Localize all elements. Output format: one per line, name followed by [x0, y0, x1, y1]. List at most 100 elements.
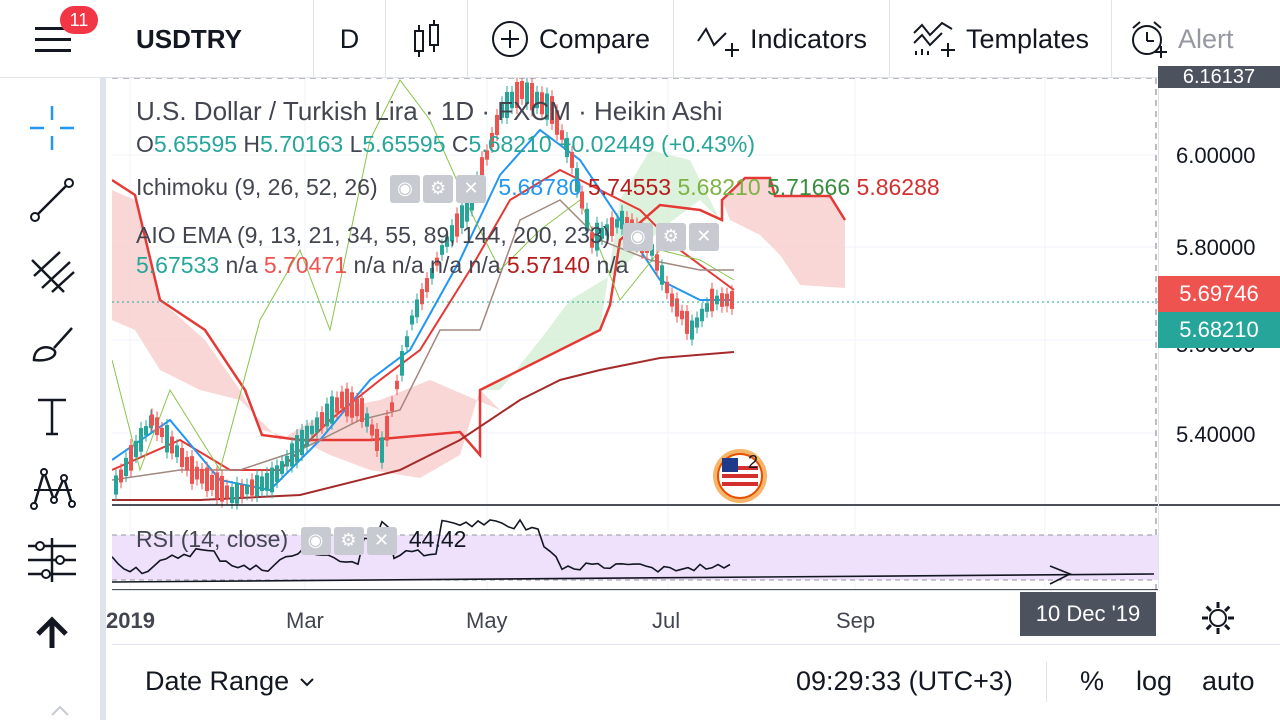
candle-body — [225, 485, 229, 499]
candle-body — [725, 293, 729, 307]
time-label: Mar — [286, 608, 324, 633]
rsi-trendline-arrow — [1049, 565, 1072, 585]
candle-body — [340, 391, 344, 409]
ichimoku-name: Ichimoku (9, 26, 52, 26) — [136, 174, 378, 200]
candle-body — [550, 96, 554, 124]
candle-body — [415, 299, 419, 318]
bottom-divider — [1046, 662, 1047, 702]
candle-body — [575, 168, 579, 192]
ema-na-3: n/a — [596, 252, 629, 278]
high-label: H — [243, 131, 261, 157]
candle-body — [585, 208, 589, 232]
symbol-search-button[interactable]: USDTRY — [110, 0, 314, 78]
candle-body — [395, 380, 399, 390]
aio-ema-controls: ◉ ⚙ ✕ — [622, 222, 719, 251]
gear-icon[interactable]: ⚙ — [333, 526, 364, 555]
crosshair-tool[interactable] — [22, 98, 82, 158]
candle-body — [720, 293, 724, 307]
percent-toggle[interactable]: % — [1080, 666, 1105, 696]
top-toolbar: 11 USDTRY D Compare Indicators Templates… — [0, 0, 1280, 78]
fib-tool[interactable] — [22, 242, 82, 302]
date-range-label: Date Range — [145, 666, 290, 696]
eye-icon[interactable]: ◉ — [300, 526, 331, 555]
log-toggle[interactable]: log — [1136, 666, 1173, 696]
gear-icon[interactable]: ⚙ — [423, 174, 454, 203]
measure-tool[interactable] — [22, 530, 82, 590]
ichimoku-lagging: 5.68210 — [677, 174, 761, 200]
ema-value-3: 5.57140 — [506, 252, 591, 278]
interval-button[interactable]: D — [314, 0, 386, 78]
candle-body — [375, 429, 379, 451]
candle-body — [280, 461, 284, 474]
last-price-tag: 5.68210 — [1158, 312, 1280, 348]
ema-value-1: 5.67533 — [136, 252, 220, 278]
gear-icon[interactable]: ⚙ — [655, 222, 686, 251]
price-tick: 6.16137 — [1158, 66, 1280, 88]
close-icon[interactable]: ✕ — [366, 526, 397, 555]
date-range-button[interactable]: Date Range — [145, 666, 315, 697]
candle-body — [295, 435, 299, 463]
candle-body — [175, 445, 179, 458]
templates-button[interactable]: Templates — [890, 0, 1112, 78]
trend-line-tool[interactable] — [22, 170, 82, 230]
open-value: 5.65595 — [153, 131, 238, 157]
rsi-band — [112, 535, 1158, 580]
candle-body — [180, 447, 184, 468]
candle-body — [610, 217, 614, 236]
us-flag-icon — [713, 449, 767, 503]
brush-tool[interactable] — [22, 314, 82, 374]
time-label: Sep — [836, 608, 876, 633]
eye-icon[interactable]: ◉ — [390, 174, 421, 203]
candle-body — [595, 222, 599, 251]
candle-body — [230, 486, 234, 504]
drawing-toolbar — [0, 78, 106, 720]
compare-button[interactable]: Compare — [468, 0, 674, 78]
candle-body — [335, 397, 339, 413]
ema-233-line — [112, 351, 735, 501]
chevron-up-icon — [51, 705, 69, 716]
indicators-button[interactable]: Indicators — [674, 0, 890, 78]
rsi-name: RSI (14, close) — [136, 526, 289, 552]
time-axis[interactable] — [112, 590, 1158, 644]
alert-label: Alert — [1178, 23, 1234, 54]
candle-body — [435, 257, 439, 266]
close-label: C — [451, 131, 469, 157]
candle-body — [155, 417, 159, 436]
collapse-toolbar-button[interactable] — [22, 602, 82, 662]
candle-body — [170, 436, 174, 454]
ichimoku-controls: ◉ ⚙ ✕ — [390, 174, 487, 203]
ichimoku-cloud — [112, 150, 845, 478]
close-icon[interactable]: ✕ — [456, 174, 487, 203]
clock-readout[interactable]: 09:29:33 (UTC+3) — [796, 666, 1013, 696]
candle-body — [245, 484, 249, 495]
text-tool[interactable] — [22, 386, 82, 446]
candle-body — [385, 416, 389, 441]
candle-body — [290, 443, 294, 467]
close-icon[interactable]: ✕ — [688, 222, 719, 251]
pattern-tool[interactable] — [22, 458, 82, 518]
candle-body — [685, 311, 689, 334]
candle-body — [505, 91, 509, 119]
auto-toggle[interactable]: auto — [1202, 666, 1255, 696]
eye-icon[interactable]: ◉ — [622, 222, 653, 251]
candle-body — [495, 114, 499, 136]
menu-button[interactable]: 11 — [0, 0, 106, 78]
candle-body — [675, 298, 679, 317]
candle-body — [390, 402, 394, 412]
candle-body — [540, 92, 544, 115]
candle-body — [210, 474, 214, 491]
candle-body — [510, 91, 514, 109]
time-label: May — [466, 608, 508, 633]
candle-body — [165, 425, 169, 453]
sidebar-footer-chevron — [50, 704, 70, 716]
chart-settings-button[interactable] — [1200, 600, 1236, 636]
pattern-icon — [30, 467, 76, 510]
candle-body — [215, 472, 219, 499]
chart-canvas[interactable]: 2 — [112, 78, 1280, 644]
candle-body — [565, 137, 569, 158]
candle-body — [275, 465, 279, 483]
alarm-clock-icon — [1132, 21, 1167, 58]
chart-type-button[interactable] — [386, 0, 468, 78]
alert-button[interactable]: Alert — [1112, 0, 1280, 78]
candle-body — [620, 210, 624, 230]
